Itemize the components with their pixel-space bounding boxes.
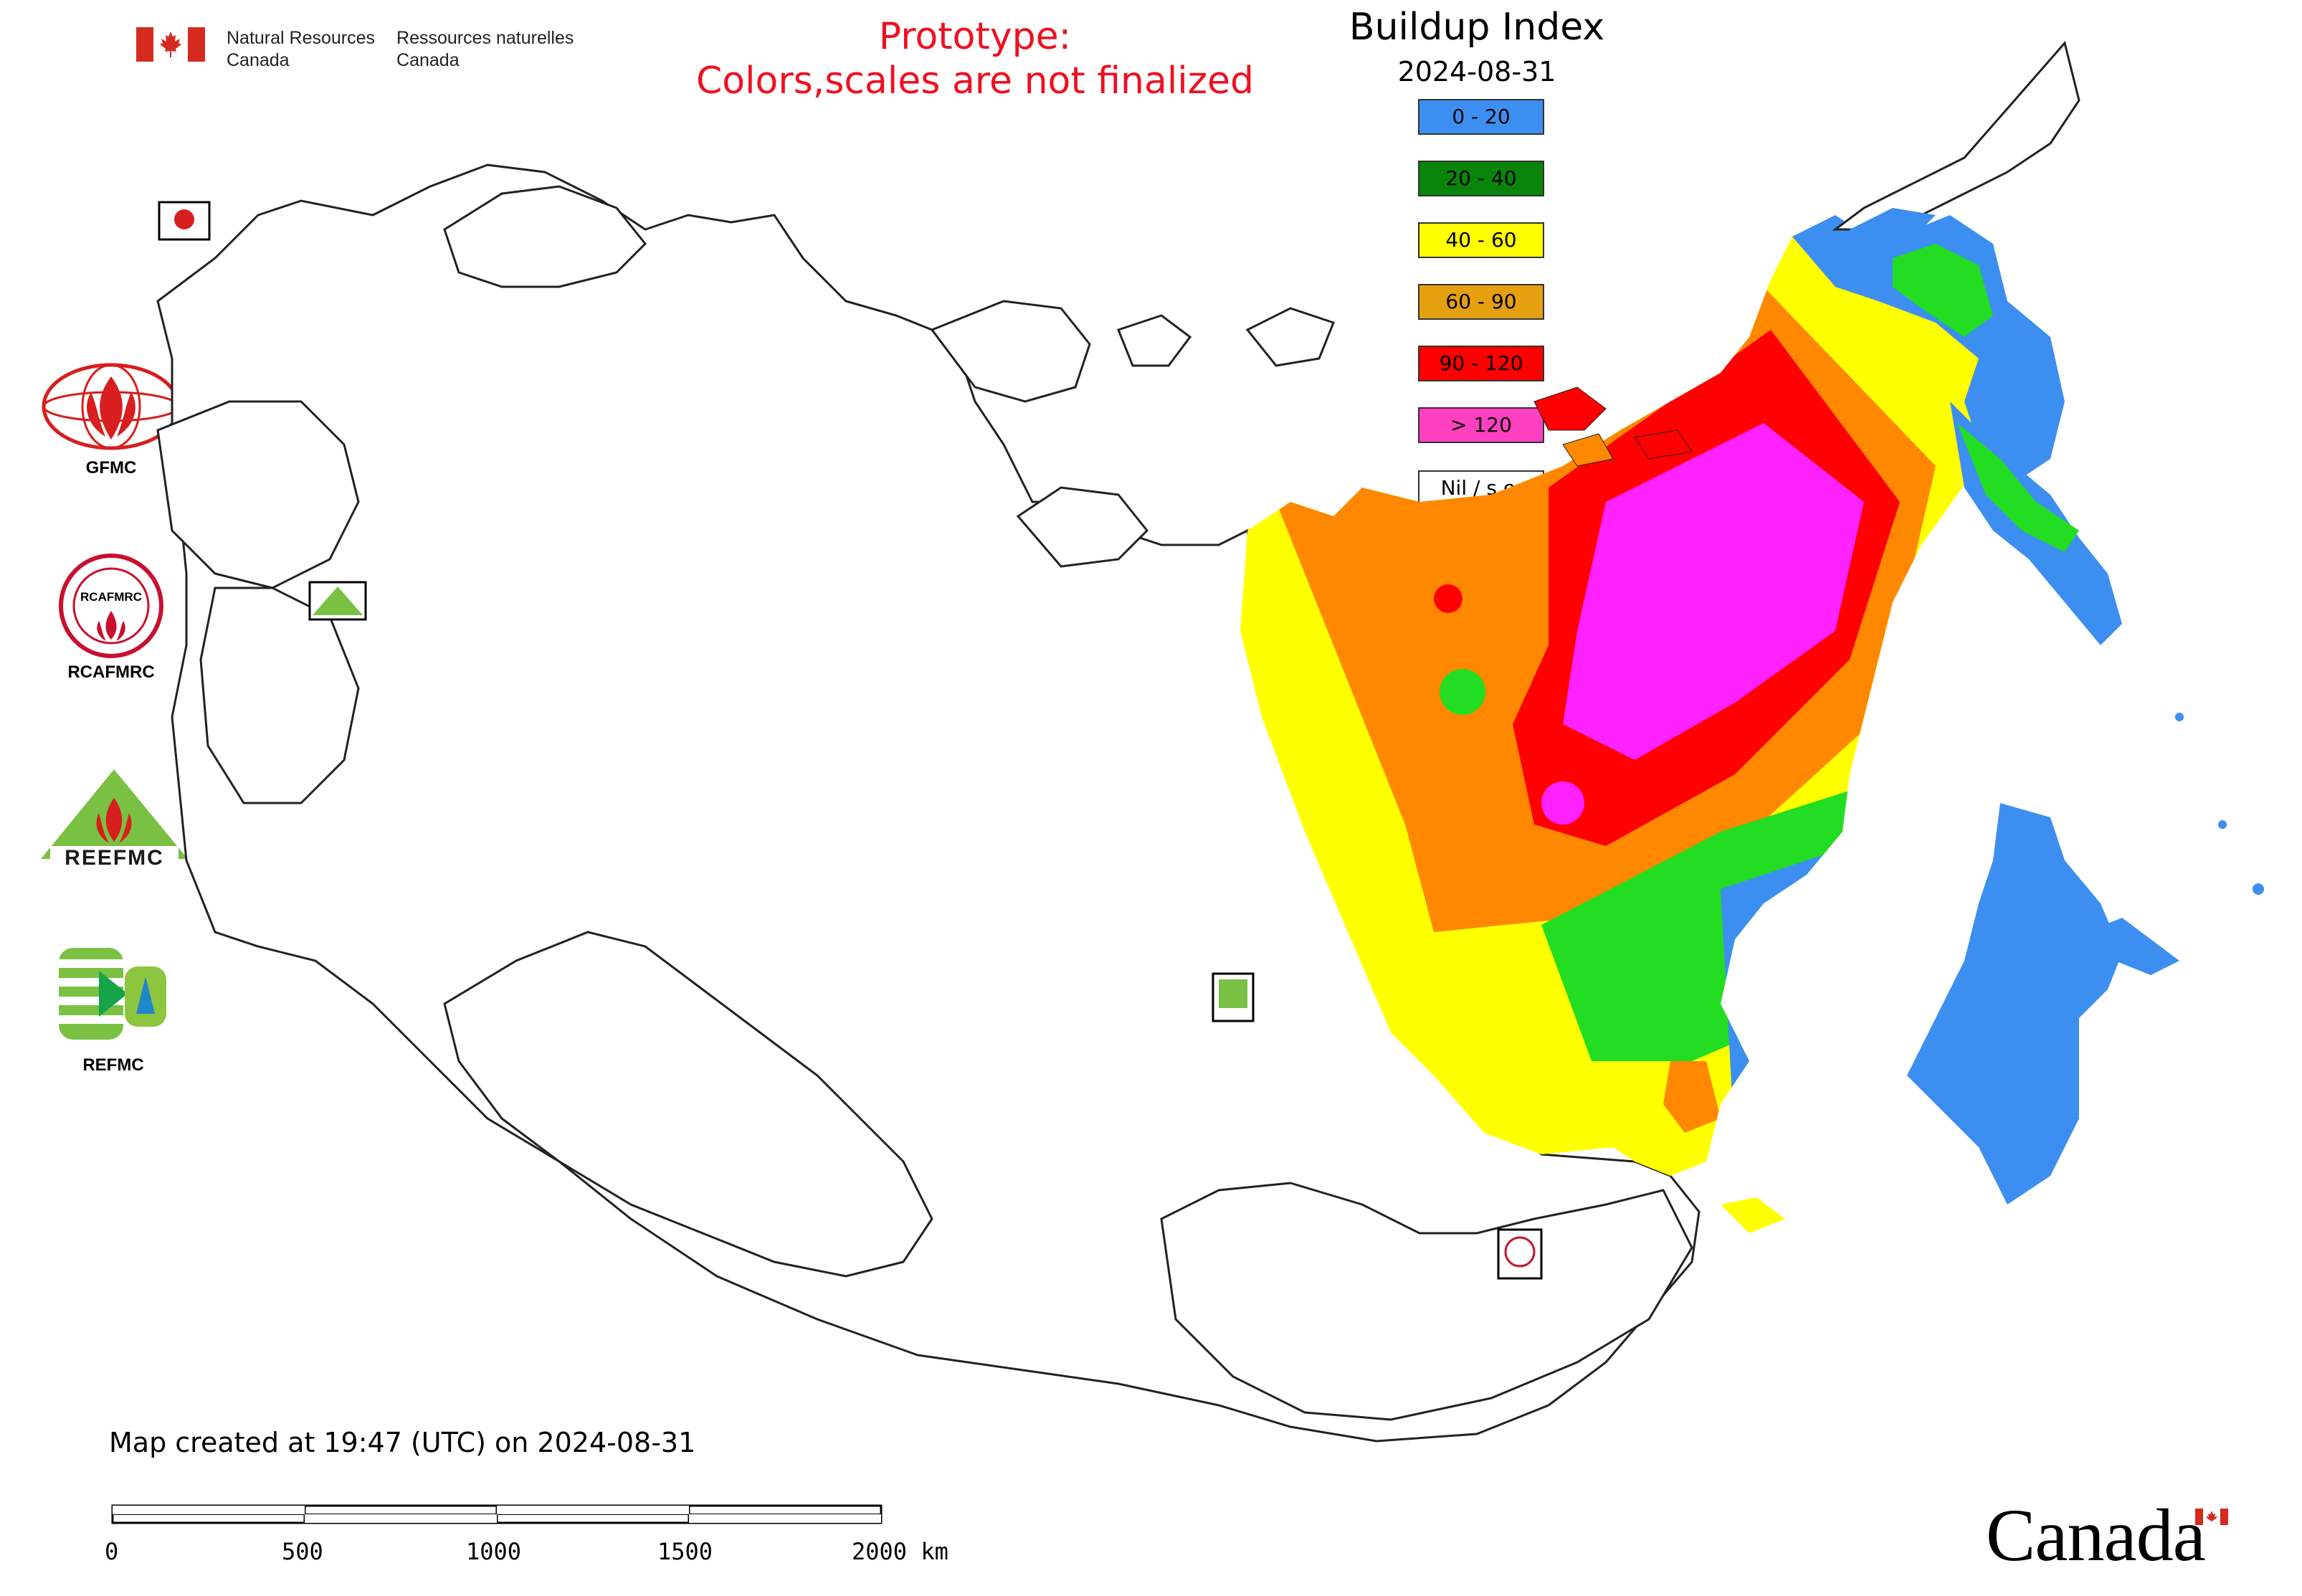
reefmc-emblem-icon <box>41 769 188 859</box>
country-boundaries <box>156 163 1701 1443</box>
reefmc-wordmark: REEFMC <box>37 846 191 870</box>
scale-label-1000: 1000 <box>466 1538 522 1565</box>
scale-label-1500: 1500 <box>657 1538 713 1565</box>
legend-item-over-120: > 120 <box>1418 407 1544 443</box>
department-name-en: Natural Resources Canada <box>227 28 376 70</box>
legend-item-40-60: 40 - 60 <box>1418 222 1544 258</box>
svg-text:RCAFMRC: RCAFMRC <box>80 590 142 604</box>
legend-item-60-90: 60 - 90 <box>1418 284 1544 320</box>
rcafmrc-label: RCAFMRC <box>67 662 155 682</box>
canada-flag-icon <box>136 27 205 62</box>
legend-item-20-40: 20 - 40 <box>1418 161 1544 196</box>
map-center-markers <box>158 201 1543 1280</box>
canada-wordmark: Canada <box>1986 1493 2228 1578</box>
scale-label-0: 0 <box>105 1538 119 1565</box>
gfmc-marker-icon <box>174 209 194 229</box>
department-name-fr: Ressources naturelles Canada <box>396 28 574 70</box>
scale-label-500: 500 <box>282 1538 323 1565</box>
pacific-coast-region <box>1721 40 2264 1233</box>
gfmc-logo: GFMC <box>39 362 183 478</box>
refmc-marker-icon <box>1219 979 1247 1008</box>
scale-label-2000: 2000 km <box>852 1538 948 1565</box>
nrcan-signature: Natural Resources Canada Ressources natu… <box>136 27 574 72</box>
refmc-emblem-icon <box>59 948 166 1040</box>
rcafmrc-logo: RCAFMRC RCAFMRC <box>57 552 165 683</box>
arctic-islands <box>1533 386 1693 467</box>
refmc-logo: REFMC <box>56 945 171 1075</box>
rcafmrc-emblem-icon: RCAFMRC <box>59 554 163 658</box>
scale-bar <box>111 1504 883 1524</box>
reefmc-marker-icon <box>313 586 363 615</box>
map-creation-time: Map created at 19:47 (UTC) on 2024-08-31 <box>109 1427 696 1458</box>
wordmark-flag-icon <box>2195 1509 2228 1525</box>
refmc-label: REFMC <box>82 1055 144 1075</box>
legend-title: Buildup Index <box>1349 6 1605 49</box>
gfmc-label: GFMC <box>85 458 137 478</box>
legend-item-0-20: 0 - 20 <box>1418 99 1544 135</box>
gfmc-emblem-icon <box>42 363 181 450</box>
reefmc-logo: REEFMC <box>37 766 191 873</box>
legend-date: 2024-08-31 <box>1397 56 1556 87</box>
legend-item-90-120: 90 - 120 <box>1418 346 1544 381</box>
rcafmrc-marker-icon <box>1504 1236 1536 1268</box>
prototype-notice: Prototype: Colors,scales are not finaliz… <box>695 15 1255 103</box>
